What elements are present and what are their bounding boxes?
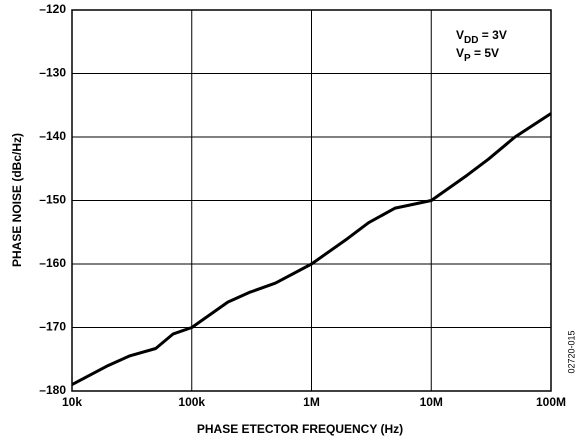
- x-tick-label: 10k: [62, 395, 82, 409]
- y-tick-label: –120: [39, 2, 66, 16]
- annotation-subscript: P: [464, 53, 471, 64]
- x-tick-label: 100M: [536, 395, 566, 409]
- annotation: VDD = 3V: [456, 28, 507, 45]
- x-axis-label: PHASE ETECTOR FREQUENCY (Hz): [197, 422, 403, 436]
- annotation-text: = 3V: [478, 28, 506, 42]
- y-tick-label: –130: [39, 66, 66, 80]
- x-tick-label: 10M: [420, 395, 443, 409]
- figure-id: 02720-015: [566, 330, 576, 373]
- annotation: VP = 5V: [456, 46, 499, 63]
- y-tick-label: –180: [39, 383, 66, 397]
- y-tick-label: –150: [39, 193, 66, 207]
- annotation-text: V: [456, 28, 464, 42]
- y-axis-label: PHASE NOISE (dBc/Hz): [10, 133, 24, 267]
- annotation-box: [448, 24, 546, 64]
- x-tick-label: 1M: [303, 395, 320, 409]
- x-tick-label: 100k: [178, 395, 205, 409]
- annotation-subscript: DD: [464, 35, 478, 46]
- y-tick-label: –160: [39, 256, 66, 270]
- y-tick-label: –140: [39, 129, 66, 143]
- annotation-text: V: [456, 46, 464, 60]
- data-line: [71, 112, 552, 386]
- annotation-text: = 5V: [471, 46, 499, 60]
- y-tick-label: –170: [39, 320, 66, 334]
